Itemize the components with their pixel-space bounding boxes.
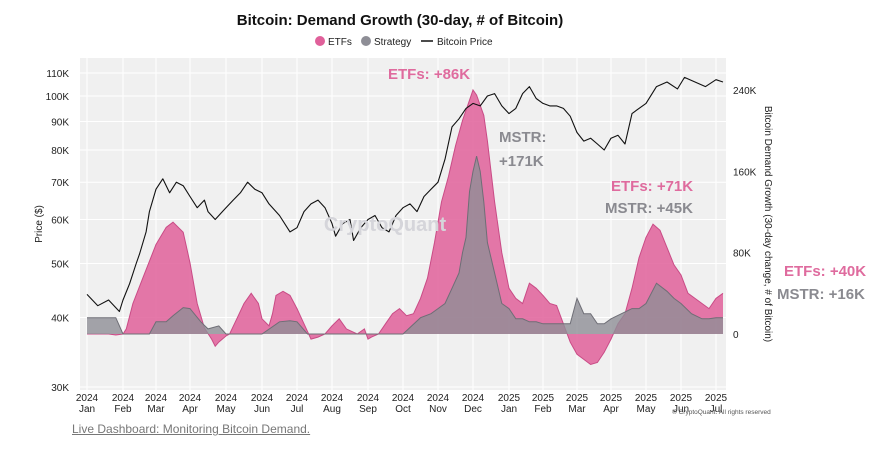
annotation-etfs-86k: ETFs: +86K: [388, 66, 470, 83]
left-tick-label: 100K: [46, 92, 70, 103]
x-tick-month: Sep: [359, 404, 377, 415]
x-tick-month: Feb: [534, 404, 552, 415]
x-tick-month: Jan: [79, 404, 95, 415]
x-tick-year: 2025: [635, 393, 658, 404]
left-tick-label: 90K: [51, 117, 69, 128]
legend: ETFs Strategy Bitcoin Price: [315, 36, 493, 48]
legend-strategy-label: Strategy: [374, 37, 411, 48]
x-tick-month: Oct: [395, 404, 411, 415]
x-tick-year: 2024: [321, 393, 344, 404]
annotation-etfs-40k: ETFs: +40K: [784, 263, 866, 280]
series-layer: [86, 76, 724, 366]
x-tick-year: 2025: [566, 393, 589, 404]
right-axis-label: Bitcoin Demand Growth (30-day change, # …: [762, 106, 773, 342]
left-axis-ticks: 30K 40K 50K 60K 70K 80K 90K 100K 110K: [46, 69, 70, 394]
x-tick-month: Jul: [291, 404, 304, 415]
price-line: [86, 76, 724, 313]
x-tick-month: Mar: [568, 404, 586, 415]
footer-dashboard-link[interactable]: Live Dashboard: Monitoring Bitcoin Deman…: [72, 422, 311, 436]
x-tick-month: Aug: [323, 404, 341, 415]
annotation-etfs-71k: ETFs: +71K: [611, 178, 693, 195]
x-tick-month: Mar: [147, 404, 165, 415]
left-tick-label: 40K: [51, 313, 69, 324]
left-tick-label: 70K: [51, 178, 69, 189]
legend-etfs-label: ETFs: [328, 37, 352, 48]
annotation-mstr-171k: +171K: [499, 153, 544, 170]
x-tick-month: May: [637, 404, 656, 415]
left-tick-label: 110K: [46, 69, 69, 80]
right-axis-ticks: 0 80K 160K 240K: [733, 86, 757, 341]
right-tick-label: 80K: [733, 249, 751, 260]
x-tick-year: 2025: [670, 393, 693, 404]
right-tick-label: 160K: [733, 167, 757, 178]
x-tick-month: Dec: [464, 404, 482, 415]
credit: © CryptoQuant. All rights reserved: [672, 408, 771, 416]
x-tick-month: Jan: [501, 404, 517, 415]
x-tick-year: 2024: [145, 393, 168, 404]
x-tick-year: 2024: [427, 393, 450, 404]
x-tick-month: Jul: [710, 404, 723, 415]
annotation-mstr-16k: MSTR: +16K: [777, 286, 865, 303]
strategy-line: [87, 155, 723, 335]
legend-strategy-marker: [361, 36, 371, 46]
x-tick-year: 2025: [600, 393, 623, 404]
x-tick-year: 2025: [705, 393, 728, 404]
left-axis-label: Price ($): [34, 205, 45, 243]
x-tick-year: 2025: [498, 393, 521, 404]
x-tick-month: Jun: [673, 404, 689, 415]
left-tick-label: 50K: [51, 260, 69, 271]
x-tick-month: Feb: [114, 404, 132, 415]
x-tick-year: 2024: [215, 393, 238, 404]
x-tick-year: 2024: [357, 393, 380, 404]
x-tick-year: 2024: [112, 393, 135, 404]
annotations: ETFs: +86K MSTR: +171K ETFs: +71K MSTR: …: [388, 66, 866, 303]
x-tick-month: May: [217, 404, 236, 415]
annotation-mstr-45k: MSTR: +45K: [605, 200, 693, 217]
x-tick-year: 2024: [76, 393, 99, 404]
annotation-mstr-label: MSTR:: [499, 129, 547, 146]
x-tick-month: Nov: [429, 404, 447, 415]
left-tick-label: 60K: [51, 215, 69, 226]
x-tick-year: 2024: [286, 393, 309, 404]
x-tick-year: 2025: [532, 393, 555, 404]
x-tick-year: 2024: [462, 393, 485, 404]
left-tick-label: 80K: [51, 146, 69, 157]
x-tick-year: 2024: [251, 393, 274, 404]
left-tick-label: 30K: [51, 383, 69, 394]
legend-etfs-marker: [315, 36, 325, 46]
right-tick-label: 0: [733, 330, 739, 341]
x-axis-ticks: 2024Jan2024Feb2024Mar2024Apr2024May2024J…: [76, 393, 728, 415]
x-tick-month: Apr: [182, 404, 198, 415]
x-tick-year: 2024: [179, 393, 202, 404]
x-tick-year: 2024: [392, 393, 415, 404]
watermark: CryptoQuant: [324, 214, 447, 236]
x-tick-month: Jun: [254, 404, 270, 415]
x-tick-month: Apr: [603, 404, 619, 415]
chart-title: Bitcoin: Demand Growth (30-day, # of Bit…: [237, 12, 563, 29]
legend-price-label: Bitcoin Price: [437, 37, 493, 48]
strategy-area: [87, 156, 723, 334]
right-tick-label: 240K: [733, 86, 757, 97]
